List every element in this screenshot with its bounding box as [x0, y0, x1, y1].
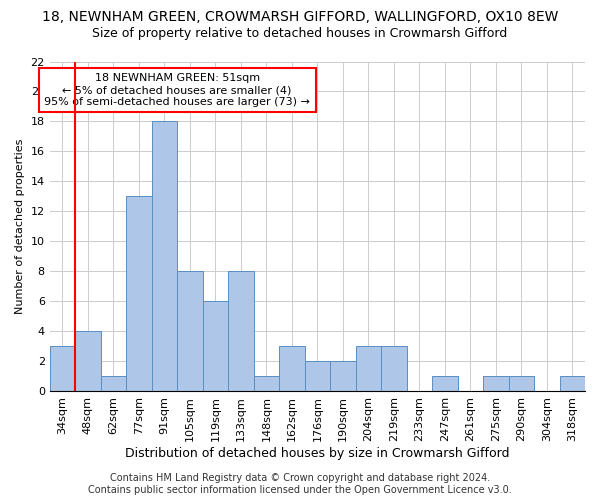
Bar	[330, 362, 356, 392]
Bar	[177, 272, 203, 392]
Text: 18, NEWNHAM GREEN, CROWMARSH GIFFORD, WALLINGFORD, OX10 8EW: 18, NEWNHAM GREEN, CROWMARSH GIFFORD, WA…	[42, 10, 558, 24]
Bar	[254, 376, 279, 392]
Y-axis label: Number of detached properties: Number of detached properties	[15, 139, 25, 314]
Bar	[152, 122, 177, 392]
Bar	[203, 302, 228, 392]
Text: Contains HM Land Registry data © Crown copyright and database right 2024.
Contai: Contains HM Land Registry data © Crown c…	[88, 474, 512, 495]
Bar	[483, 376, 509, 392]
Bar	[75, 332, 101, 392]
Bar	[356, 346, 381, 392]
Bar	[381, 346, 407, 392]
Bar	[432, 376, 458, 392]
Text: Size of property relative to detached houses in Crowmarsh Gifford: Size of property relative to detached ho…	[92, 28, 508, 40]
Bar	[126, 196, 152, 392]
Bar	[509, 376, 534, 392]
Bar	[228, 272, 254, 392]
Bar	[279, 346, 305, 392]
Bar	[560, 376, 585, 392]
Bar	[101, 376, 126, 392]
X-axis label: Distribution of detached houses by size in Crowmarsh Gifford: Distribution of detached houses by size …	[125, 447, 509, 460]
Bar	[50, 346, 75, 392]
Bar	[305, 362, 330, 392]
Text: 18 NEWNHAM GREEN: 51sqm
← 5% of detached houses are smaller (4)
95% of semi-deta: 18 NEWNHAM GREEN: 51sqm ← 5% of detached…	[44, 74, 310, 106]
